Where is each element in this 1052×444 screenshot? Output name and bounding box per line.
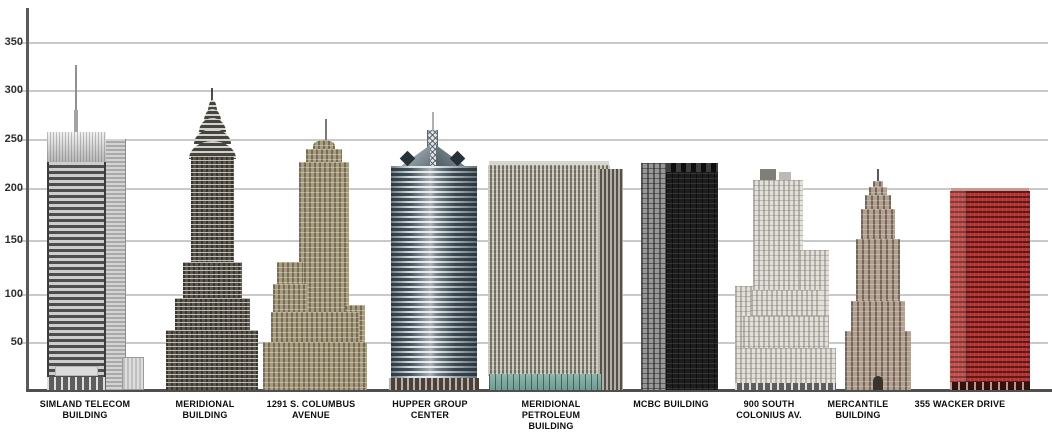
simland-annex [122, 357, 144, 390]
label-hupper-group: HUPPER GROUP CENTER [392, 399, 468, 420]
mercantile-tier-2 [851, 301, 905, 333]
meridional-shaft [191, 156, 234, 264]
y-axis-line [26, 8, 29, 391]
ground-baseline [26, 389, 1052, 392]
label-1291-columbus: 1291 S. COLUMBUS AVENUE [266, 399, 356, 420]
meridional-crown-arc-1 [189, 141, 236, 159]
hupper-tower-body [391, 166, 477, 380]
columbus-base [263, 342, 367, 390]
petroleum-slab [488, 165, 610, 376]
gridline-350 [18, 42, 1048, 44]
mcbc-parapet-band [666, 163, 718, 172]
colonius-roof-box-2 [779, 172, 791, 182]
wacker-left-face [950, 191, 967, 390]
columbus-tier-2 [271, 312, 359, 346]
y-tick-350: 350 [4, 36, 23, 48]
petroleum-annex [598, 169, 623, 390]
colonius-base [735, 348, 836, 390]
mercantile-cap [873, 181, 883, 189]
simland-sign-band [55, 366, 98, 376]
wacker-ground-floor [950, 382, 1030, 390]
y-tick-300: 300 [4, 84, 23, 96]
columbus-left-wing-top [277, 262, 303, 288]
columbus-crown [306, 149, 342, 165]
mercantile-base [845, 331, 911, 390]
hupper-lattice-mast [427, 130, 438, 170]
wacker-parapet [951, 188, 1029, 193]
colonius-tier-3 [751, 290, 821, 320]
simland-crown [47, 132, 106, 162]
mercantile-shaft [856, 239, 900, 303]
y-tick-100: 100 [4, 288, 23, 300]
simland-antenna [75, 65, 77, 135]
simland-main-tower [47, 132, 106, 390]
label-simland-telecom: SIMLAND TELECOM BUILDING [39, 399, 131, 420]
meridional-tier-3 [183, 262, 242, 300]
hupper-base [389, 378, 479, 390]
mercantile-crown-2 [869, 187, 887, 197]
label-meridional-petroleum: MERIDIONAL PETROLEUM BUILDING [521, 399, 581, 431]
simland-antenna-mast [74, 110, 78, 135]
meridional-crown-arc-2 [194, 129, 231, 144]
label-mcbc: MCBC BUILDING [633, 399, 709, 409]
mercantile-upper-tower [861, 209, 895, 241]
meridional-tier-2 [175, 298, 250, 332]
meridional-base [166, 330, 258, 390]
label-355-wacker: 355 WACKER DRIVE [914, 399, 1006, 409]
y-tick-50: 50 [10, 336, 23, 348]
gridline-250 [18, 139, 1048, 141]
mercantile-antenna [877, 169, 879, 183]
y-tick-150: 150 [4, 234, 23, 246]
petroleum-parapet [489, 161, 609, 167]
colonius-roof-box-1 [760, 169, 776, 182]
simland-ground-floor [47, 377, 106, 390]
y-tick-200: 200 [4, 182, 23, 194]
colonius-ground-floor [735, 383, 836, 390]
label-mercantile: MERCANTILE BUILDING [827, 399, 889, 420]
simland-side-tower [104, 139, 126, 390]
mercantile-entrance [873, 376, 883, 390]
meridional-crown-arc-5 [208, 100, 217, 112]
mcbc-left-face [641, 163, 666, 390]
mcbc-front-face [666, 163, 718, 390]
wacker-tower-body [950, 191, 1030, 390]
columbus-antenna [325, 119, 327, 143]
meridional-crown-arc-3 [199, 118, 226, 132]
y-tick-250: 250 [4, 133, 23, 145]
gridline-300 [18, 90, 1048, 92]
colonius-tier-2 [743, 316, 829, 352]
mercantile-crown-1 [865, 195, 891, 211]
label-meridional: MERIDIONAL BUILDING [175, 399, 235, 420]
petroleum-teal-base [489, 374, 601, 390]
label-900-colonius: 900 SOUTH COLONIUS AV. [736, 399, 802, 420]
